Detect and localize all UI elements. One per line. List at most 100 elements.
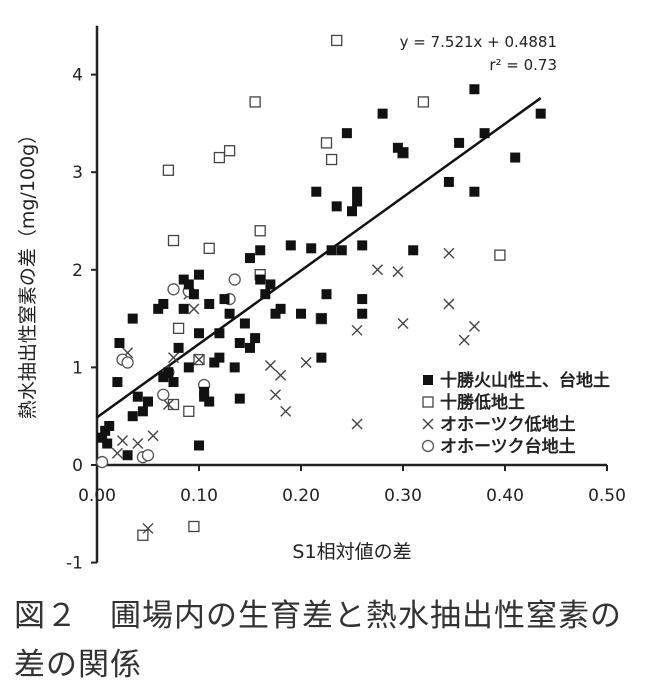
data-point — [479, 128, 490, 139]
data-point — [469, 84, 480, 95]
data-point — [209, 357, 220, 368]
data-point — [162, 398, 174, 410]
data-point — [213, 151, 226, 164]
data-point — [193, 354, 205, 366]
legend-label: オホーツク台地土 — [440, 436, 576, 457]
data-point — [494, 249, 506, 261]
data-point — [372, 264, 383, 276]
data-point — [320, 137, 333, 149]
data-point — [316, 313, 327, 324]
data-point — [357, 240, 368, 251]
data-point — [143, 396, 153, 407]
data-point — [331, 201, 342, 212]
data-point — [351, 324, 363, 336]
data-point — [234, 393, 245, 404]
data-point — [316, 352, 327, 363]
data-point — [112, 377, 123, 388]
data-point — [280, 405, 292, 417]
data-point — [417, 96, 430, 108]
data-point — [158, 298, 169, 309]
data-point — [535, 108, 546, 119]
data-point — [147, 430, 159, 442]
data-point — [194, 328, 204, 339]
data-point — [321, 289, 332, 300]
data-point — [168, 377, 179, 388]
data-point — [102, 438, 113, 449]
data-point — [285, 240, 296, 251]
x-tick-label: 0.20 — [282, 486, 320, 506]
data-point — [260, 289, 271, 300]
data-points — [95, 34, 546, 541]
data-point — [454, 137, 465, 148]
data-point — [114, 338, 125, 348]
data-point — [199, 386, 210, 397]
data-point — [204, 298, 215, 309]
data-point — [296, 308, 306, 319]
data-point — [229, 362, 240, 373]
data-point — [153, 303, 164, 314]
data-point — [408, 245, 419, 256]
data-point — [398, 147, 408, 158]
data-point — [377, 108, 388, 119]
data-point — [245, 342, 255, 353]
data-point — [228, 273, 241, 286]
data-point — [270, 389, 281, 401]
data-point — [254, 225, 266, 237]
y-tick-label: -1 — [66, 554, 83, 574]
legend-marker — [423, 375, 433, 385]
data-point — [270, 308, 281, 319]
data-point — [104, 420, 115, 431]
data-point — [468, 320, 480, 332]
data-point — [306, 243, 317, 254]
data-point — [255, 245, 266, 256]
trendline — [96, 97, 542, 419]
data-point — [167, 283, 180, 296]
data-point — [178, 274, 189, 285]
data-point — [183, 362, 194, 373]
data-point — [172, 322, 185, 335]
data-point — [392, 142, 403, 153]
data-point — [357, 308, 368, 319]
scatter-chart: -1 0 1 2 3 4 0.00 0.10 0.20 0.30 0.40 0.50 S1相対値の差 … — [17, 25, 626, 574]
data-point — [121, 356, 134, 369]
data-point — [203, 242, 215, 254]
data-point — [224, 308, 235, 319]
series-1 — [97, 84, 546, 461]
data-point — [132, 438, 144, 450]
data-point — [443, 247, 455, 259]
legend-marker — [422, 396, 434, 408]
data-point — [239, 318, 250, 329]
axes — [91, 25, 608, 564]
data-point — [132, 391, 143, 402]
data-point — [167, 398, 180, 411]
data-point — [443, 176, 454, 187]
x-tick-label: 0.00 — [78, 486, 116, 506]
x-tick-label: 0.40 — [486, 486, 524, 506]
data-point — [188, 520, 200, 533]
data-point — [117, 435, 128, 447]
data-point — [264, 359, 276, 371]
y-axis-label: 熱水抽出性窒素の差（mg/100g） — [17, 125, 39, 419]
data-point — [162, 164, 175, 176]
data-point — [183, 405, 195, 417]
data-point — [469, 186, 480, 197]
data-point — [397, 317, 409, 329]
data-point — [223, 145, 236, 157]
data-point — [127, 411, 138, 422]
data-point — [275, 369, 287, 381]
x-axis-label: S1相対値の差 — [292, 541, 411, 563]
x-tick-label: 0.30 — [384, 486, 422, 506]
data-point — [137, 406, 148, 417]
data-point — [168, 352, 179, 364]
data-point — [127, 313, 138, 324]
figure-caption: 図２ 圃場内の生育差と熱水抽出性窒素の 差の関係 — [14, 592, 644, 690]
regression-equation: y = 7.521x + 0.4881 — [400, 33, 557, 51]
series-3 — [111, 247, 480, 534]
data-point — [111, 447, 123, 459]
data-point — [341, 128, 352, 139]
caption-line-1: 図２ 圃場内の生育差と熱水抽出性窒素の — [14, 598, 622, 634]
data-point — [214, 328, 225, 339]
x-tick-label: 0.10 — [180, 486, 218, 506]
legend-label: オホーツク低地土 — [440, 414, 576, 435]
